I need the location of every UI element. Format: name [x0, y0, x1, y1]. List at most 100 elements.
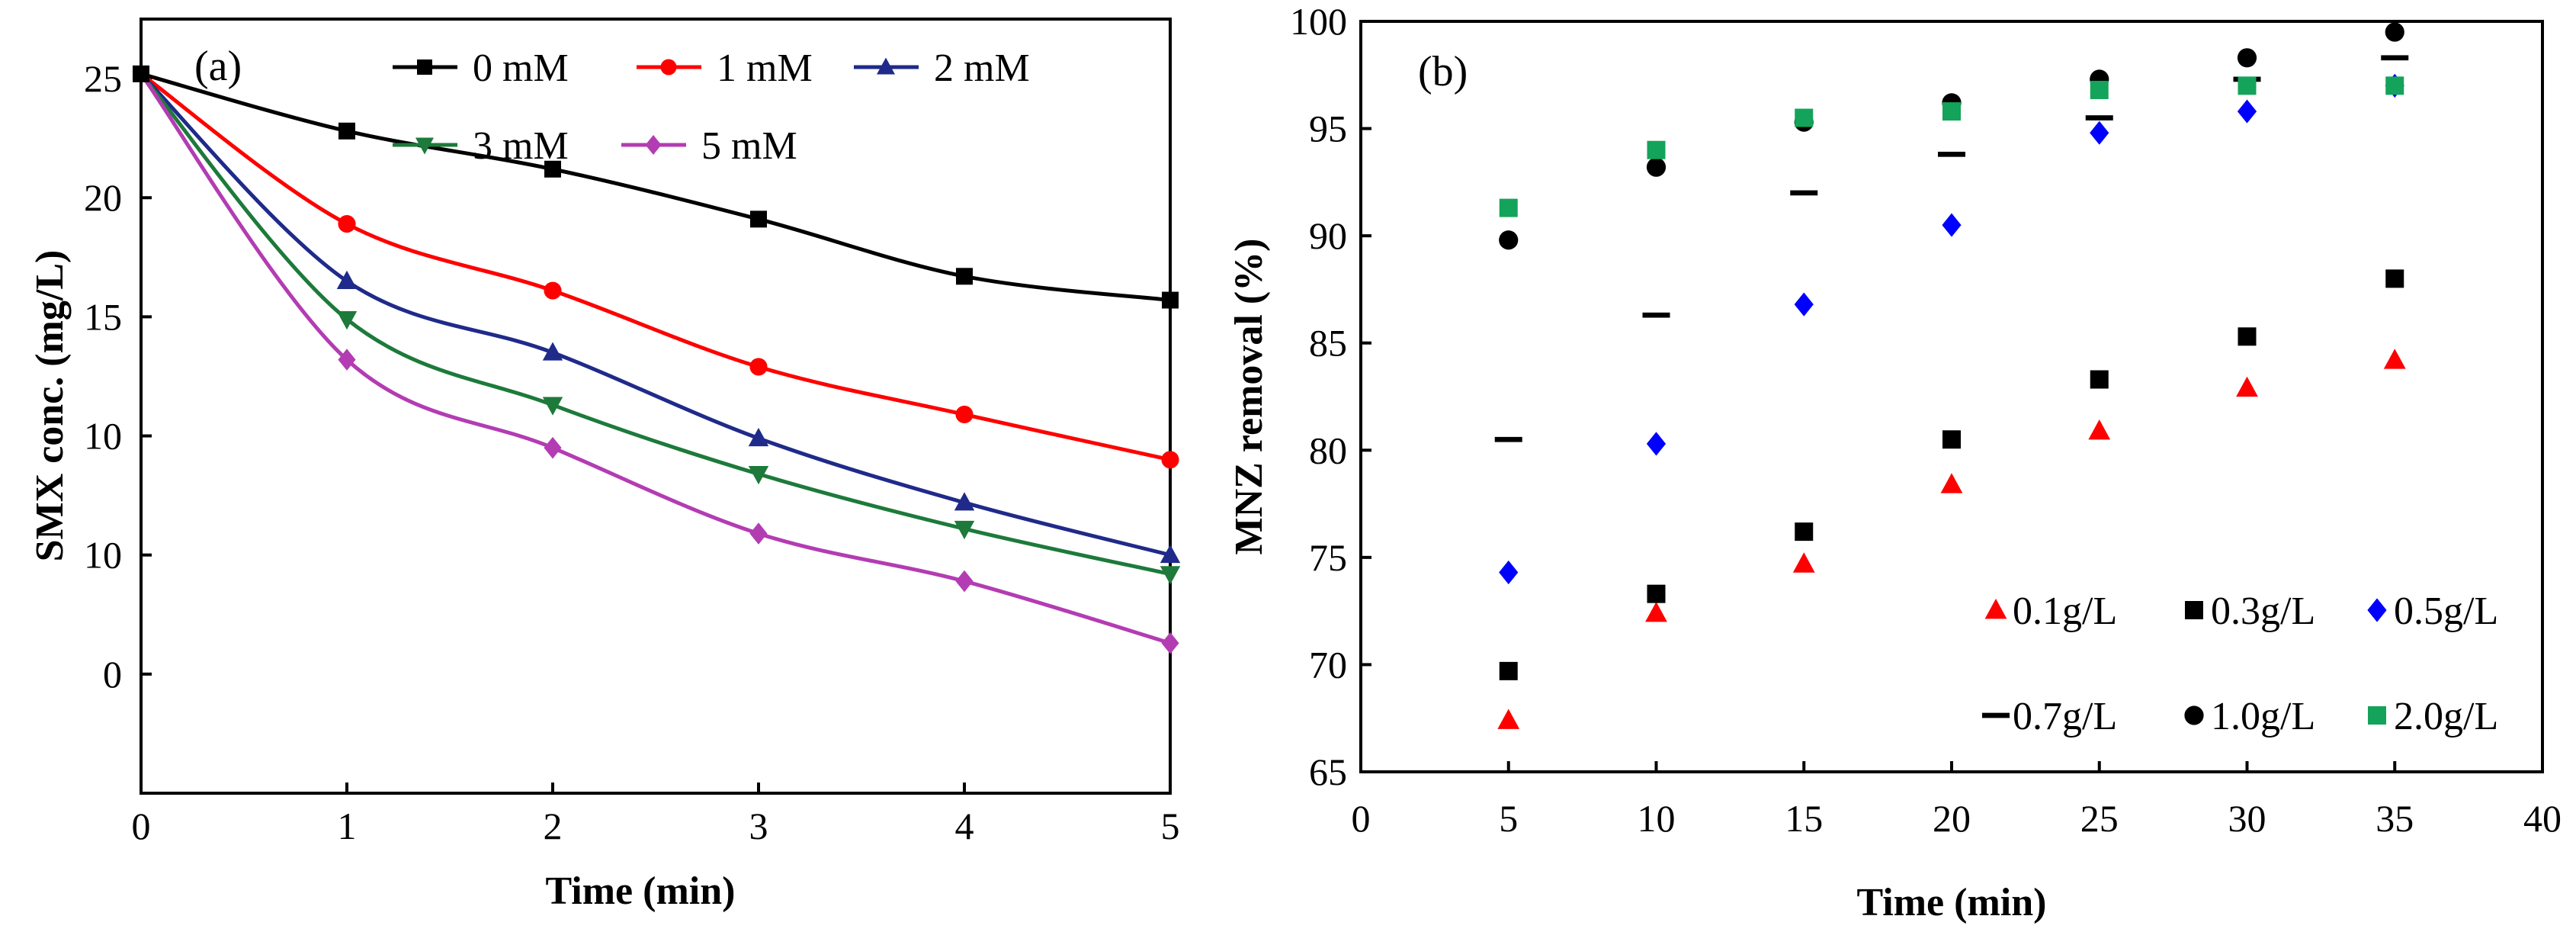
- panel-a-curves: [139, 72, 1171, 645]
- panel-a-series-line-1-mm: [140, 72, 1171, 462]
- panel-b-y-tick-label: 90: [1309, 214, 1347, 257]
- panel-a-ticks: 0 1 2 3 4 5 0 10 15 20 25 10: [84, 57, 1180, 847]
- panel-a-point-0-mm: [956, 268, 973, 285]
- panel-b-x-tick-label: 40: [2523, 797, 2562, 840]
- panel-b-x-tick-label: 30: [2228, 797, 2266, 840]
- panel-b-point-0-1g-l: [1645, 601, 1667, 622]
- panel-b-legend: 0.1g/L 0.3g/L 0.5g/L 0.7g/L 1.0g/L 2.0g/L: [1982, 590, 2498, 738]
- panel-b-x-tick-label: 25: [2080, 797, 2119, 840]
- panel-b-legend-label-1-0g-l: 1.0g/L: [2211, 695, 2315, 738]
- panel-a-point-1-mm: [338, 215, 356, 233]
- panel-b-point-1-0g-l: [1499, 230, 1519, 250]
- panel-a-legend: 0 mM 1 mM 2 mM 3 mM 5 mM: [393, 47, 1030, 168]
- panel-a-point-1-mm: [544, 281, 562, 300]
- panel-b-x-tick-label: 20: [1933, 797, 1971, 840]
- panel-b-point-0-1g-l: [2383, 349, 2406, 369]
- panel-a-legend-marker-0-mm: [417, 59, 432, 75]
- panel-a-legend-label-3-mm: 3 mM: [473, 124, 569, 168]
- panel-a-legend-label-1-mm: 1 mM: [717, 47, 813, 90]
- panel-a-point-2-mm: [542, 342, 563, 361]
- panel-b-legend-label-0-5g-l: 0.5g/L: [2394, 590, 2498, 633]
- panel-b-y-tick-label: 85: [1309, 322, 1347, 365]
- panel-a-series-line-0-mm: [140, 72, 1171, 303]
- panel-b-plot-frame: [1359, 20, 2544, 773]
- panel-b-legend-marker-2-0g-l: [2368, 706, 2386, 725]
- panel-b-point-0-1g-l: [1792, 552, 1815, 573]
- panel-b-y-tick-label: 100: [1290, 0, 1347, 43]
- panel-b-point-0-3g-l: [1795, 522, 1814, 542]
- panel-a-y-tick-label: 10: [84, 534, 122, 577]
- panel-b-point-0-1g-l: [1497, 709, 1520, 729]
- panel-a-point-5-mm: [1161, 632, 1179, 654]
- panel-b-point-2-0g-l: [2238, 76, 2257, 95]
- panel-b-point-0-5g-l: [2090, 121, 2109, 145]
- panel-b-point-0-5g-l: [1794, 292, 1814, 317]
- panel-b-legend-label-2-0g-l: 2.0g/L: [2394, 695, 2498, 738]
- panel-a-legend-marker-1-mm: [660, 59, 677, 76]
- panel-a-series-line-3-mm: [140, 72, 1171, 577]
- panel-b-point-2-0g-l: [2385, 76, 2404, 95]
- panel-a-x-tick-label: 5: [1161, 805, 1180, 847]
- panel-b-x-tick-label: 35: [2376, 797, 2414, 840]
- panel-a-point-0-mm: [544, 160, 561, 178]
- panel-b-x-tick-label: 0: [1352, 797, 1371, 840]
- panel-a-point-0-mm: [1162, 291, 1179, 309]
- panel-a-point-2-mm: [1160, 544, 1181, 564]
- panel-a-y-tick-label: 10: [84, 415, 122, 458]
- panel-a-x-axis-title: Time (min): [546, 869, 736, 913]
- panel-b-point-2-0g-l: [1647, 140, 1666, 159]
- panel-b-point-0-3g-l: [1499, 661, 1518, 680]
- panel-b-legend-label-0-7g-l: 0.7g/L: [2013, 695, 2117, 738]
- panel-b-point-1-0g-l: [2385, 22, 2404, 42]
- panel-b-y-tick-label: 80: [1309, 429, 1347, 471]
- panel-b-markers: [1494, 22, 2409, 729]
- panel-a-legend-marker-2-mm: [877, 57, 895, 75]
- panel-a-point-0-mm: [338, 122, 355, 140]
- panel-a-point-5-mm: [749, 522, 768, 545]
- panel-b-legend-label-0-1g-l: 0.1g/L: [2013, 590, 2117, 633]
- panel-b-legend-marker-0-3g-l: [2185, 601, 2203, 619]
- panel-a-point-2-mm: [954, 492, 975, 511]
- panel-a-y-tick-label: 20: [84, 176, 122, 219]
- panel-b-point-0-3g-l: [1942, 430, 1961, 449]
- panel-b-label: (b): [1418, 48, 1468, 95]
- panel-a-x-tick-label: 2: [544, 805, 563, 847]
- panel-b-y-tick-label: 65: [1309, 750, 1347, 793]
- panel-b-point-0-7g-l: [1938, 151, 1965, 157]
- panel-b-point-0-7g-l: [1494, 436, 1522, 442]
- panel-a-x-tick-label: 1: [338, 805, 357, 847]
- panel-a-y-tick-label: 25: [84, 57, 122, 100]
- panel-a-point-3-mm: [748, 466, 769, 485]
- panel-a-point-3-mm: [542, 397, 563, 416]
- panel-a-point-1-mm: [1161, 451, 1179, 469]
- panel-b-point-0-7g-l: [2085, 115, 2113, 121]
- panel-a-legend-label-2-mm: 2 mM: [934, 47, 1030, 90]
- panel-b-chart: 0 5 10 15 20 25 30 35 40 65 70 75 80 85 90 95 100 (b) 0.…: [1227, 0, 2562, 924]
- panel-a-legend-label-0-mm: 0 mM: [473, 47, 569, 90]
- panel-a-chart: 0 1 2 3 4 5 0 10 15 20 25 10 (a) 0 mM 1 mM 2 mM 3 mM 5 …: [28, 18, 1181, 913]
- panel-b-legend-marker-0-7g-l: [1982, 712, 2010, 718]
- panel-a-y-tick-label: 15: [84, 295, 122, 338]
- panel-b-point-0-5g-l: [1646, 432, 1667, 456]
- panel-b-point-2-0g-l: [1499, 198, 1518, 217]
- panel-b-point-1-0g-l: [2237, 48, 2257, 68]
- panel-b-point-0-3g-l: [1647, 584, 1666, 603]
- panel-b-point-0-5g-l: [2237, 99, 2257, 124]
- panel-a-point-1-mm: [749, 358, 768, 376]
- panel-b-x-tick-label: 15: [1785, 797, 1823, 840]
- panel-a-point-3-mm: [336, 311, 358, 330]
- panel-a-legend-marker-3-mm: [415, 137, 434, 155]
- panel-a-y-tick-label: 0: [103, 653, 122, 696]
- panel-b-x-tick-label: 10: [1638, 797, 1676, 840]
- panel-b-point-0-5g-l: [1942, 213, 1962, 237]
- panel-a-series-line-5-mm: [139, 72, 1171, 645]
- panel-a-point-2-mm: [336, 270, 358, 289]
- panel-b-point-0-7g-l: [2381, 55, 2409, 61]
- panel-a-series-line-2-mm: [140, 72, 1171, 558]
- panel-b-y-tick-label: 95: [1309, 108, 1347, 150]
- panel-a-plot-frame: [140, 18, 1172, 795]
- panel-a-point-3-mm: [1160, 566, 1181, 585]
- panel-a-x-tick-label: 4: [955, 805, 974, 847]
- panel-b-point-0-1g-l: [2088, 419, 2111, 440]
